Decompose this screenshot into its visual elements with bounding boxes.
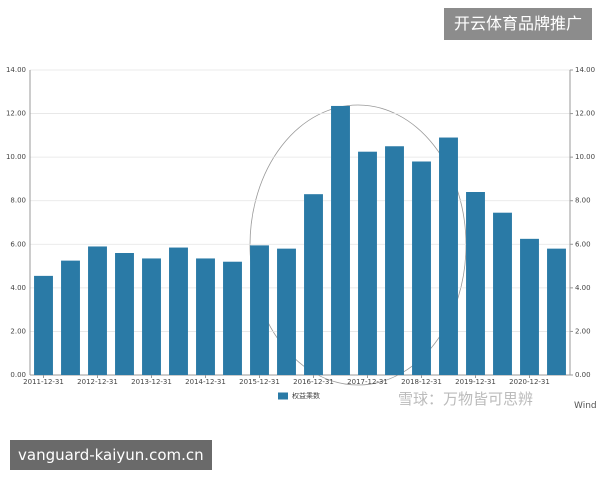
bar (196, 258, 215, 375)
y-tick-label: 6.00 (10, 240, 26, 248)
x-tick-label: 2011-12-31 (23, 378, 64, 386)
y-tick-label: 0.00 (10, 371, 26, 379)
x-tick-label: 2015-12-31 (239, 378, 280, 386)
bar (520, 238, 539, 375)
y-tick-label: 2.00 (10, 327, 26, 335)
bar (250, 245, 269, 375)
bar (331, 105, 350, 376)
bar (304, 194, 323, 375)
bar (169, 247, 188, 375)
y-tick-label: 12.00 (6, 110, 26, 118)
bar (493, 212, 512, 375)
y2-tick-label: 4.00 (575, 284, 591, 292)
y-tick-label: 10.00 (6, 153, 26, 161)
bar (142, 258, 161, 375)
y2-tick-label: 0.00 (575, 371, 591, 379)
x-tick-label: 2017-12-31 (347, 378, 388, 386)
legend-label: 权益乘数 (292, 391, 320, 400)
bar (412, 161, 431, 375)
x-tick-label: 2016-12-31 (293, 378, 334, 386)
bar (277, 248, 296, 375)
bar (439, 137, 458, 375)
watermark: 雪球：万物皆可思辨 (398, 390, 534, 408)
bar (34, 275, 53, 375)
y2-tick-label: 2.00 (575, 327, 591, 335)
bar (223, 261, 242, 375)
bar (115, 253, 134, 375)
y2-tick-label: 6.00 (575, 240, 591, 248)
x-tick-label: 2014-12-31 (185, 378, 226, 386)
y-tick-label: 4.00 (10, 284, 26, 292)
legend-swatch (278, 392, 288, 400)
x-tick-label: 2018-12-31 (401, 378, 442, 386)
watermark: vanguard-kaiyun.com.cn (10, 440, 212, 470)
x-tick-label: 2013-12-31 (131, 378, 172, 386)
bar (358, 151, 377, 375)
bar (547, 248, 566, 375)
y-tick-label: 14.00 (6, 66, 26, 74)
bar (385, 146, 404, 375)
watermark: 开云体育品牌推广 (444, 8, 592, 40)
x-tick-label: 2012-12-31 (77, 378, 118, 386)
bar (61, 260, 80, 375)
x-tick-label: 2020-12-31 (509, 378, 550, 386)
x-tick-label: 2019-12-31 (455, 378, 496, 386)
source-label: Wind (574, 401, 597, 411)
y-tick-label: 8.00 (10, 197, 26, 205)
y2-tick-label: 14.00 (575, 66, 595, 74)
y2-tick-label: 8.00 (575, 197, 591, 205)
bar (88, 246, 107, 375)
y2-tick-label: 12.00 (575, 110, 595, 118)
bar (466, 192, 485, 375)
y2-tick-label: 10.00 (575, 153, 595, 161)
highlight-ellipse (249, 104, 467, 386)
